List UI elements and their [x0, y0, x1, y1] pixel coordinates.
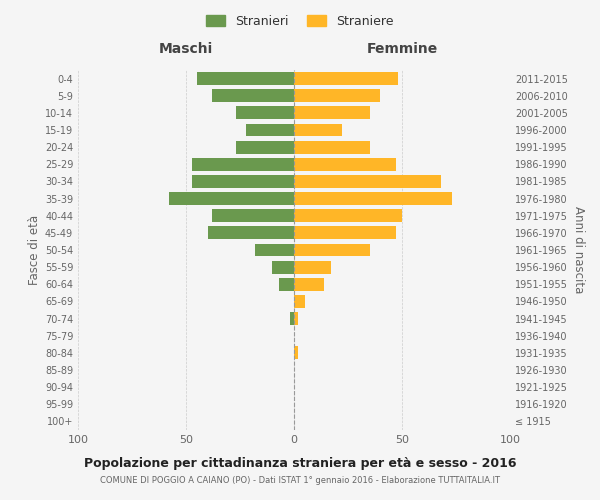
Bar	[294, 192, 452, 205]
Bar	[272, 260, 294, 274]
Bar	[255, 244, 294, 256]
Bar	[212, 210, 294, 222]
Bar	[294, 278, 324, 290]
Bar	[290, 312, 294, 325]
Bar	[294, 175, 441, 188]
Bar	[208, 226, 294, 239]
Bar	[294, 106, 370, 120]
Bar	[197, 72, 294, 85]
Bar	[294, 124, 341, 136]
Y-axis label: Anni di nascita: Anni di nascita	[572, 206, 585, 294]
Bar	[294, 90, 380, 102]
Text: Maschi: Maschi	[159, 42, 213, 56]
Bar	[294, 295, 305, 308]
Bar	[193, 158, 294, 170]
Bar	[294, 346, 298, 360]
Bar	[193, 175, 294, 188]
Y-axis label: Fasce di età: Fasce di età	[28, 215, 41, 285]
Bar	[212, 90, 294, 102]
Bar	[236, 106, 294, 120]
Bar	[169, 192, 294, 205]
Bar	[294, 312, 298, 325]
Text: Femmine: Femmine	[367, 42, 437, 56]
Legend: Stranieri, Straniere: Stranieri, Straniere	[203, 11, 397, 32]
Text: Popolazione per cittadinanza straniera per età e sesso - 2016: Popolazione per cittadinanza straniera p…	[84, 458, 516, 470]
Bar	[279, 278, 294, 290]
Bar	[294, 244, 370, 256]
Bar	[294, 260, 331, 274]
Bar	[294, 226, 395, 239]
Bar	[247, 124, 294, 136]
Text: COMUNE DI POGGIO A CAIANO (PO) - Dati ISTAT 1° gennaio 2016 - Elaborazione TUTTA: COMUNE DI POGGIO A CAIANO (PO) - Dati IS…	[100, 476, 500, 485]
Bar	[236, 140, 294, 153]
Bar	[294, 210, 402, 222]
Bar	[294, 72, 398, 85]
Bar	[294, 140, 370, 153]
Bar	[294, 158, 395, 170]
